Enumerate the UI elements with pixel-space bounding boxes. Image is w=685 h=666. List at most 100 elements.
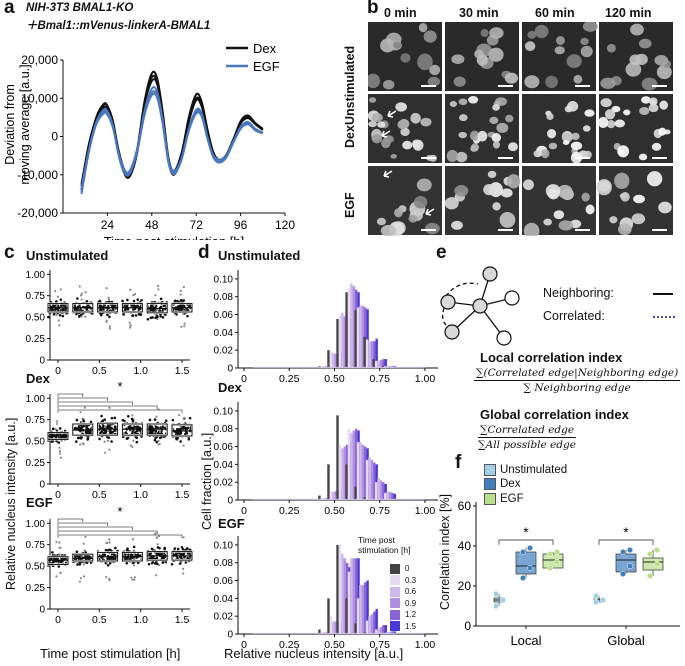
c-point	[101, 424, 105, 428]
nucleus	[562, 132, 574, 142]
c-point	[159, 305, 163, 309]
d-xtick-label: 0.75	[369, 505, 390, 517]
c-outlier	[156, 543, 159, 546]
d-bar	[341, 448, 344, 500]
c-outlier	[59, 456, 63, 459]
c-ytick-label: 0.75	[26, 291, 46, 302]
d-ytick-label: 0.04	[214, 328, 234, 339]
nucleus	[413, 195, 428, 209]
nucleus	[623, 109, 631, 116]
d-bar	[343, 316, 346, 368]
c-outlier	[130, 576, 133, 579]
f-point	[519, 574, 527, 582]
nucleus	[487, 170, 497, 179]
c-outlier	[81, 430, 84, 433]
nucleus	[638, 38, 652, 49]
f-ytick-label: 40	[458, 539, 472, 553]
micrograph-1-2	[522, 94, 596, 164]
f-star: *	[523, 524, 529, 540]
c-point	[158, 309, 161, 313]
d-legend-swatch	[390, 563, 400, 574]
nucleus	[453, 76, 466, 87]
d-bar	[384, 359, 387, 368]
nucleus	[394, 208, 403, 218]
d-bar	[373, 611, 376, 634]
d-ytick-label: 0.10	[214, 274, 234, 285]
c-outlier	[182, 444, 185, 447]
c-point	[186, 314, 189, 318]
scale-bar	[575, 157, 590, 159]
d-ylabel: Cell fraction [a.u.]	[200, 432, 214, 530]
nucleus	[480, 28, 489, 38]
local-index-denominator: ∑ Neighboring edge	[523, 382, 631, 394]
c-point	[76, 436, 80, 440]
c-point	[75, 550, 79, 554]
c-outlier	[55, 540, 58, 543]
c-outlier	[80, 315, 83, 318]
nucleus	[663, 129, 671, 135]
f-ylabel: Correlation index [%]	[438, 493, 452, 610]
c-point	[137, 307, 141, 311]
d-legend-swatch	[390, 575, 400, 586]
c-point	[179, 308, 183, 312]
c-xtick-label: 0.5	[92, 489, 107, 501]
d-bar	[354, 486, 357, 500]
c-ytick-label: 0.75	[26, 540, 46, 551]
d-xtick-label: 1.00	[415, 639, 436, 651]
nucleus	[570, 141, 583, 151]
nucleus	[492, 202, 501, 211]
nucleus	[583, 150, 592, 159]
d-legend-title-1: Time post	[358, 535, 396, 545]
nucleus	[468, 96, 479, 104]
c-point	[128, 425, 132, 428]
c-point	[104, 429, 108, 433]
c-point	[159, 426, 162, 429]
c-point	[175, 313, 178, 316]
f-point	[526, 544, 534, 552]
c-point	[160, 552, 164, 555]
c-outlier	[153, 431, 156, 434]
c-outlier	[56, 295, 60, 298]
c-xtick-label: 0	[55, 489, 61, 501]
nucleus	[444, 197, 459, 210]
c-point	[154, 316, 157, 320]
c-point	[182, 425, 186, 428]
d-bar	[327, 598, 330, 634]
f-point	[592, 592, 600, 600]
nucleus	[639, 107, 650, 116]
c-xtick-label: 0.5	[92, 614, 107, 626]
f-point	[653, 560, 661, 568]
f-box	[515, 551, 537, 575]
c-point	[98, 437, 101, 441]
scale-bar	[498, 157, 513, 159]
local-index-numerator: ∑(Correlated edge|Neighboring edge)	[474, 367, 681, 381]
arrow-icon	[387, 110, 397, 118]
c-outlier	[78, 285, 81, 288]
nucleus	[492, 141, 501, 149]
c-significance-bracket	[57, 397, 108, 401]
d-bar	[379, 359, 383, 368]
d-bar	[356, 307, 360, 368]
c-point	[140, 298, 143, 302]
d-legend-row: 1.2	[390, 606, 416, 624]
arrow-icon	[383, 170, 393, 178]
c-outlier	[55, 575, 58, 578]
nucleus	[368, 97, 377, 103]
d-bar	[383, 492, 387, 500]
c-xtick-label: 1.0	[133, 489, 148, 501]
nucleus	[455, 151, 468, 163]
d-bar	[365, 459, 369, 500]
nucleus	[617, 145, 630, 158]
nucleus	[553, 210, 565, 220]
c-point	[113, 416, 117, 420]
nucleus	[424, 222, 440, 235]
nucleus	[651, 142, 662, 151]
e-node	[496, 330, 512, 346]
a-xtick-label: 24	[101, 218, 115, 232]
c-point	[122, 313, 125, 316]
c-point	[137, 312, 141, 316]
d-bar	[343, 446, 346, 500]
d-bar	[341, 553, 344, 634]
nucleus	[408, 214, 418, 223]
scale-bar	[652, 157, 667, 159]
